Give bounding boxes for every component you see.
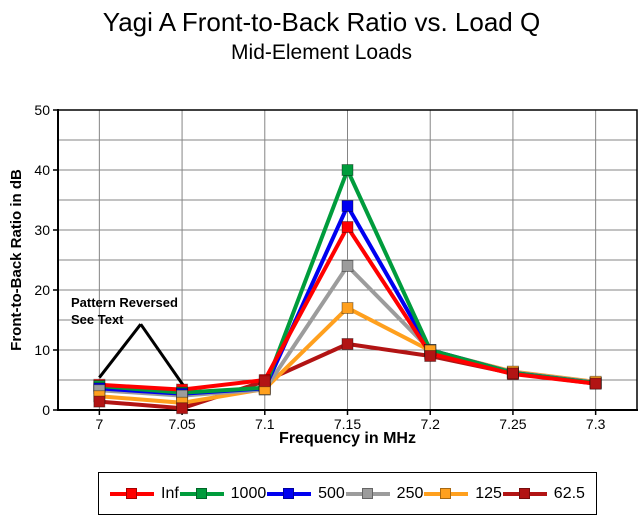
- series-marker-Inf: [341, 221, 354, 233]
- legend-item-62.5: 62.5: [502, 484, 585, 502]
- annotation-line-1: Pattern Reversed: [71, 295, 178, 310]
- x-tick-label: 7.15: [333, 416, 362, 432]
- legend: Inf 1000 500 250 125 62.5: [98, 472, 597, 515]
- legend-label: 1000: [230, 484, 267, 502]
- y-tick-label: 50: [34, 102, 50, 118]
- legend-swatch-icon: [424, 488, 469, 499]
- annotation-pointer-line: [98, 323, 142, 379]
- series-marker-1000: [341, 164, 354, 176]
- x-axis-title: Frequency in MHz: [279, 430, 416, 447]
- x-tick-label: 7: [95, 416, 104, 432]
- chart-title: Yagi A Front-to-Back Ratio vs. Load Q: [102, 7, 541, 37]
- x-tick-label: 7.05: [168, 416, 196, 432]
- series-marker-62.5: [424, 350, 437, 362]
- series-marker-62.5: [341, 338, 354, 350]
- chart-subtitle: Mid-Element Loads: [231, 41, 412, 64]
- legend-swatch-icon: [110, 488, 154, 499]
- annotation-pointer-line: [139, 323, 185, 387]
- series-marker-62.5: [93, 395, 106, 408]
- x-tick-label: 7.1: [255, 416, 275, 432]
- series-marker-500: [341, 200, 354, 212]
- series-marker-62.5: [506, 367, 519, 380]
- series-marker-62.5: [176, 402, 189, 415]
- series-marker-62.5: [258, 375, 271, 388]
- legend-item-250: 250: [345, 484, 424, 502]
- annotation-line-2: See Text: [71, 312, 124, 327]
- legend-item-125: 125: [424, 484, 502, 502]
- legend-label: 125: [475, 484, 502, 502]
- plot-area: [53, 109, 638, 415]
- legend-item-1000: 1000: [179, 484, 267, 502]
- y-tick-label: 40: [34, 162, 50, 178]
- legend-swatch-icon: [345, 488, 390, 499]
- legend-swatch-icon: [502, 488, 547, 499]
- x-tick-label: 7.25: [499, 416, 527, 432]
- legend-swatch-icon: [179, 488, 224, 499]
- y-tick-label: 20: [34, 282, 50, 298]
- series-marker-250: [341, 260, 354, 272]
- series-marker-125: [341, 302, 354, 314]
- legend-label: 250: [396, 484, 424, 502]
- legend-item-500: 500: [267, 484, 345, 502]
- legend-swatch-icon: [267, 488, 312, 499]
- legend-item-Inf: Inf: [110, 484, 179, 502]
- y-tick-label: 10: [34, 342, 50, 358]
- y-tick-label: 0: [42, 402, 50, 418]
- y-axis-title: Front-to-Back Ratio in dB: [8, 169, 25, 351]
- x-tick-label: 7.2: [420, 416, 440, 432]
- legend-label: Inf: [161, 484, 179, 502]
- legend-label: 500: [318, 484, 345, 502]
- pattern-reversed-annotation: Pattern Reversed See Text: [71, 294, 178, 328]
- y-tick-label: 30: [34, 222, 50, 238]
- x-tick-label: 7.3: [585, 416, 606, 432]
- legend-label: 62.5: [553, 484, 585, 502]
- series-marker-62.5: [589, 377, 602, 390]
